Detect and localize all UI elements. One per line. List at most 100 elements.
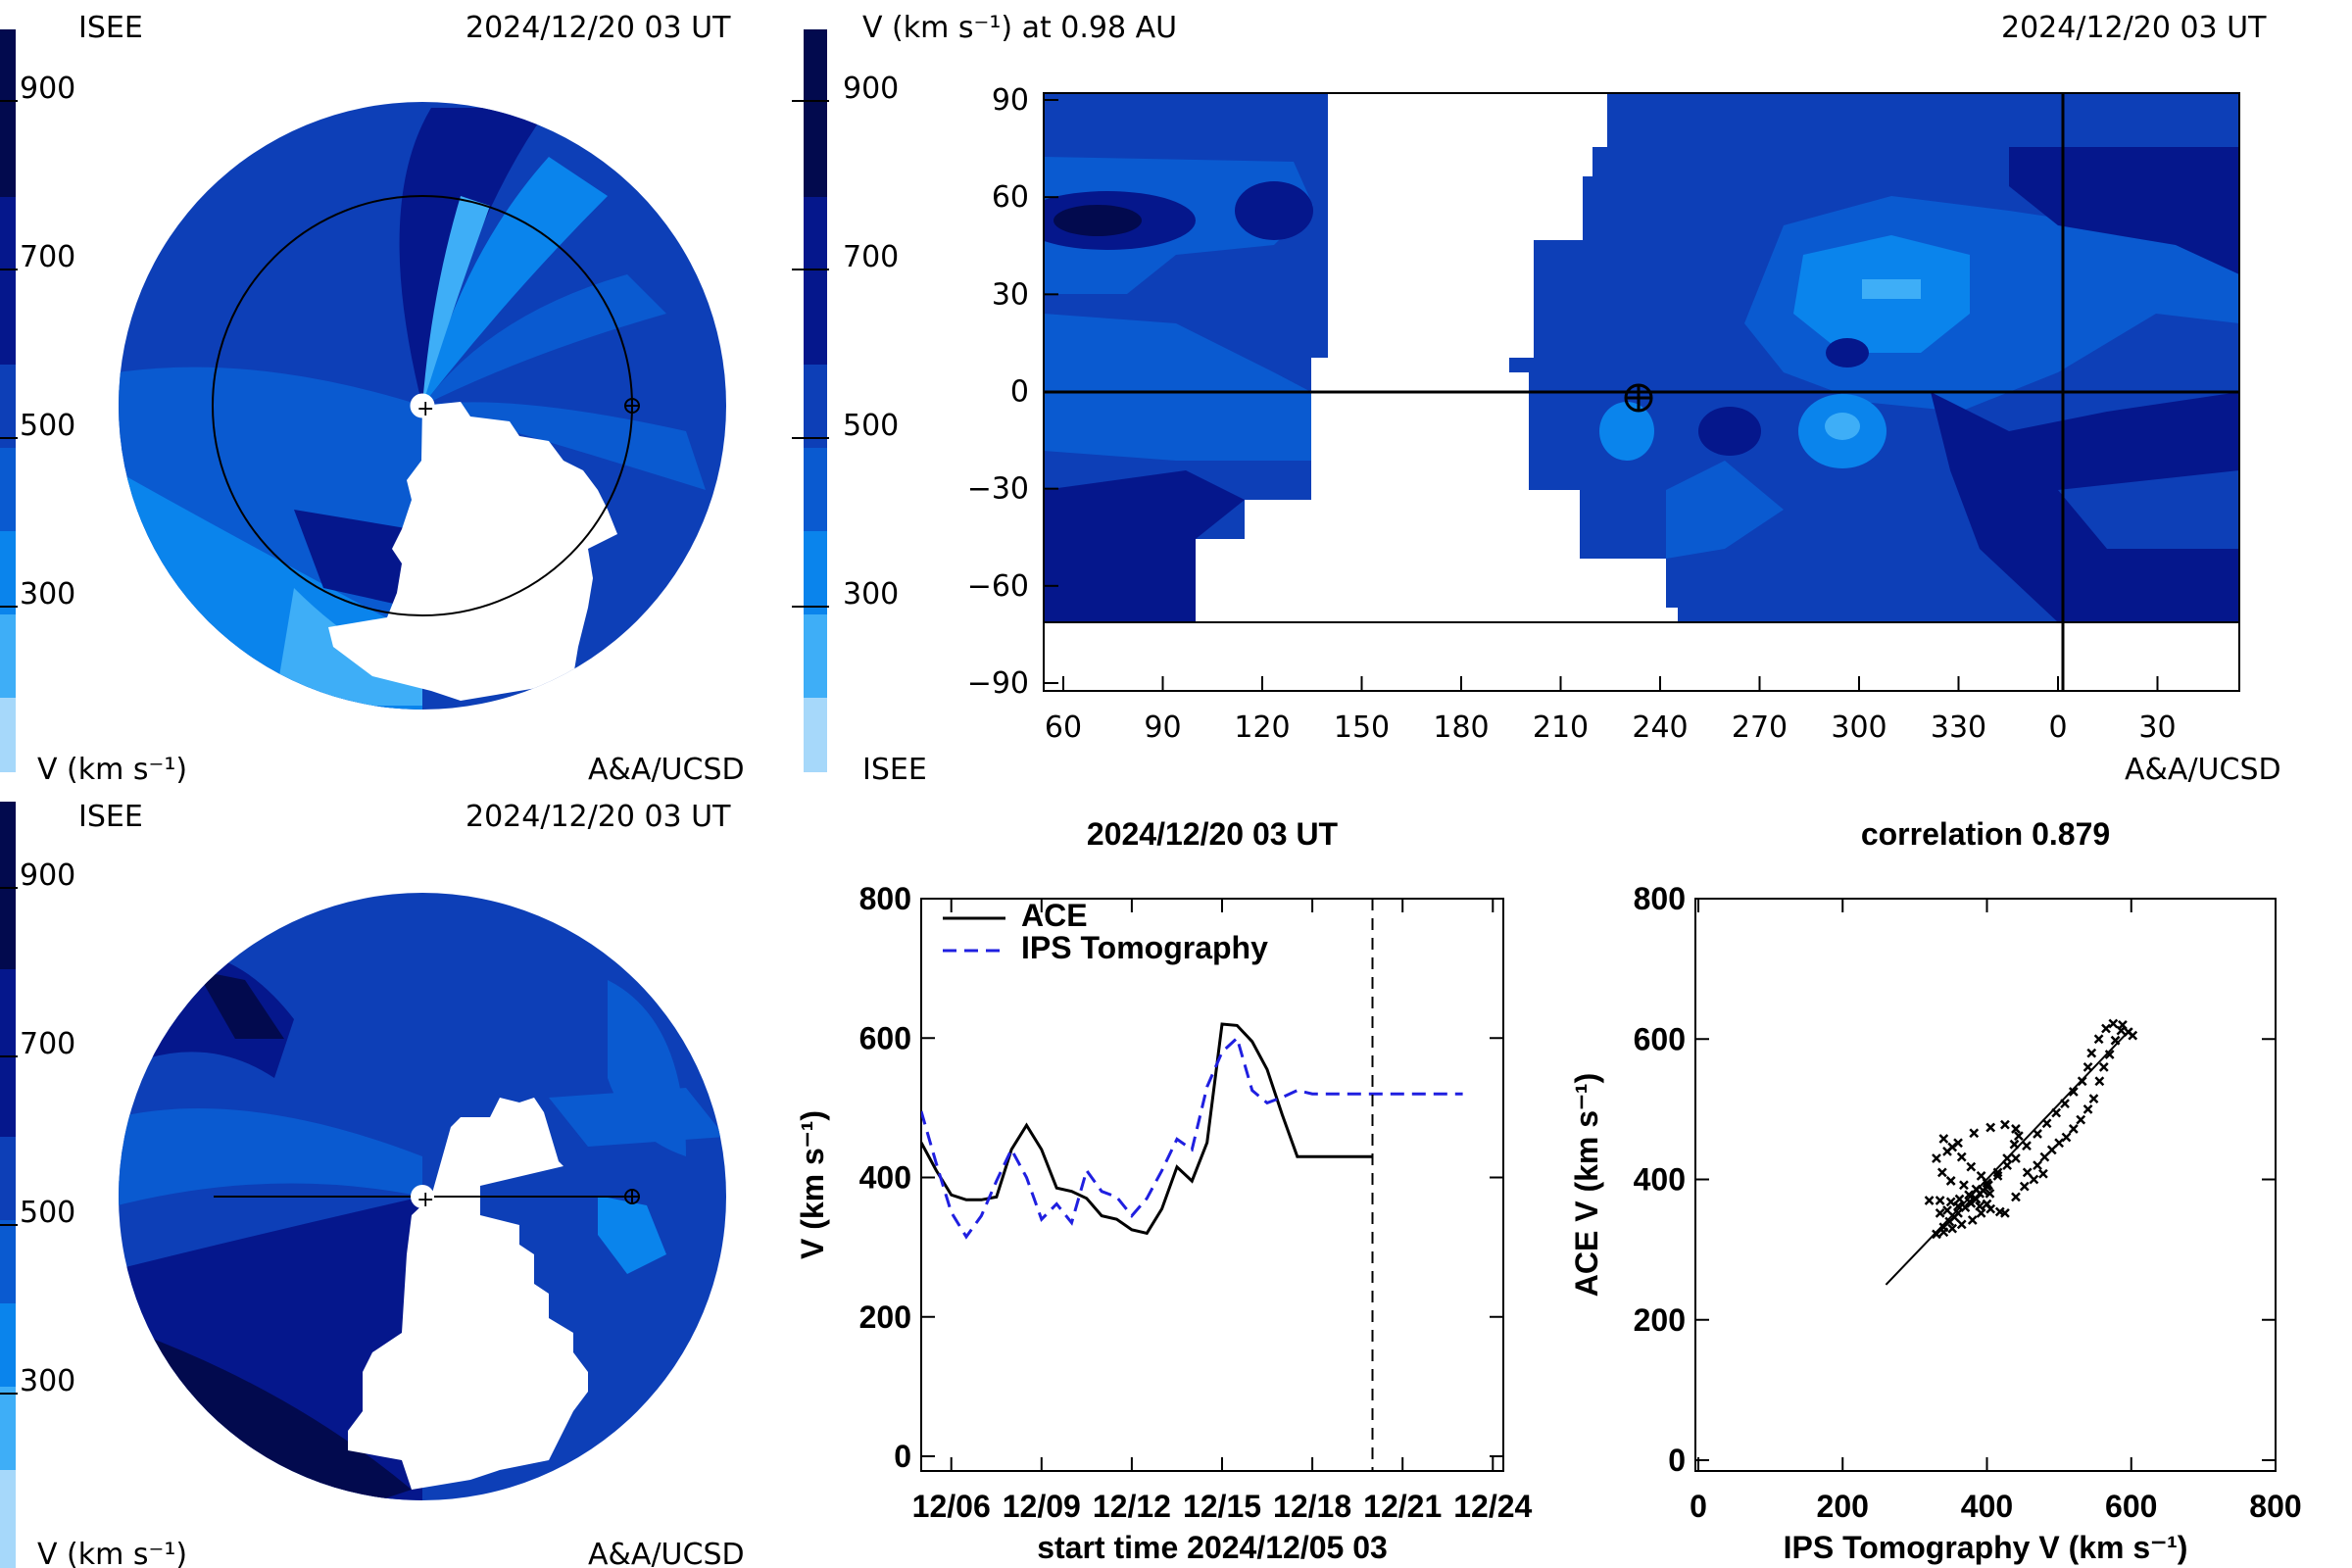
scatter-point [2082, 1062, 2093, 1072]
scatter-point [2128, 1030, 2138, 1041]
scatter-point [2077, 1076, 2087, 1087]
scatter-point [1942, 1205, 1952, 1215]
scatter-point [2011, 1124, 2021, 1134]
org-label: ISEE [862, 753, 927, 787]
legend-label-ips: IPS Tomography [1021, 930, 1268, 965]
colorbar-label: V (km s⁻¹) [37, 753, 187, 787]
y-tick-label: 200 [859, 1299, 911, 1335]
series-ace-line [921, 1022, 1373, 1236]
y-tick-label: 200 [1634, 1302, 1686, 1338]
scatter-point [2098, 1062, 2109, 1072]
scatter-point [1932, 1153, 1941, 1163]
y-tick-label: 600 [859, 1020, 911, 1055]
scatter-point [1953, 1138, 1963, 1149]
scatter-point [1975, 1200, 1985, 1211]
scatter-point [2009, 1139, 2020, 1150]
colorbar-tick: 900 [20, 858, 75, 893]
scatter-point [2060, 1099, 2070, 1109]
scatter-point [2041, 1118, 2052, 1129]
colorbar-tick: 300 [20, 577, 75, 612]
colorbar-tick: 700 [843, 240, 899, 274]
scatter-point [2093, 1034, 2104, 1045]
org-label: ISEE [78, 800, 143, 834]
earth-marker [624, 398, 640, 414]
colorbar-tick: 300 [843, 577, 899, 612]
x-tick-label: 12/09 [1003, 1489, 1081, 1524]
x-tick-label: 12/21 [1363, 1489, 1442, 1524]
synoptic-map [1044, 93, 2239, 622]
sun-marker-plus: + [416, 1188, 434, 1212]
panel-top-right: 900 700 500 300 V (km s⁻¹) at 0.98 AU 20… [792, 11, 2281, 787]
x-tick-label: 210 [1533, 710, 1589, 745]
sun-marker [411, 1185, 434, 1208]
scatter-point [1953, 1200, 1963, 1211]
scatter-point [2014, 1131, 2024, 1141]
y-tick-label: 400 [1634, 1162, 1686, 1198]
panel-top-left: 900 700 500 300 ISEE 2024/12/20 03 UT V … [0, 11, 745, 787]
scatter-point [1942, 1146, 1952, 1156]
x-tick-label: 0 [1690, 1489, 1707, 1524]
scatter-point [2039, 1152, 2050, 1162]
scatter-point [2046, 1145, 2057, 1155]
scatter-point [2002, 1160, 2012, 1171]
y-tick-label: 400 [859, 1160, 911, 1196]
colorbar-tick: 900 [843, 72, 899, 106]
credit-label: A&A/UCSD [588, 1538, 745, 1568]
sun-marker-plus: + [416, 397, 434, 421]
org-label: ISEE [78, 11, 143, 45]
y-tick-label: 800 [859, 881, 911, 916]
colorbar-tick: 700 [20, 240, 75, 274]
plot-frame [920, 898, 1504, 1472]
scatter-point [2051, 1107, 2062, 1118]
scatter-point [1976, 1171, 1986, 1181]
scatter-point [2082, 1103, 2093, 1114]
x-tick-label: 150 [1334, 710, 1390, 745]
colorbar-tick: 500 [20, 409, 75, 443]
scatter-point [2101, 1023, 2111, 1034]
scatter-point [2104, 1050, 2115, 1059]
y-tick-label: 0 [894, 1439, 911, 1474]
y-tick-label: −90 [967, 666, 1029, 701]
x-tick-label: 60 [1045, 710, 1082, 745]
scatter-point [2110, 1035, 2121, 1046]
scatter-point [2000, 1207, 2010, 1218]
colorbar-tick: 900 [20, 72, 75, 106]
colorbar-top-right: 900 700 500 300 [792, 29, 899, 772]
x-tick-label: 270 [1732, 710, 1788, 745]
y-tick-label: 60 [992, 180, 1029, 215]
scatter-point [2002, 1153, 2012, 1163]
scatter-point [1976, 1207, 1986, 1218]
scatter-point [1982, 1199, 1992, 1209]
x-axis-label: start time 2024/12/05 03 [1037, 1530, 1388, 1565]
scatter-point [1969, 1128, 1980, 1139]
scatter-chart: correlation 0.879 0 200 400 600 800 0 200 400 60… [1569, 816, 2302, 1565]
scatter-points [1924, 1018, 2138, 1240]
x-axis-longitude: 60 90 120 150 180 210 240 270 300 330 0 30 [1045, 676, 2177, 745]
scatter-point [1938, 1222, 1949, 1233]
timestamp: 2024/12/20 03 UT [466, 800, 731, 834]
y-axis-label: ACE V (km s⁻¹) [1569, 1073, 1604, 1297]
colorbar-tick: 300 [20, 1364, 75, 1398]
colorbar-label: V (km s⁻¹) [37, 1538, 187, 1568]
line-chart-axes: 0 200 400 600 800 12/06 12/09 12/12 12/15 12/18 12… [859, 881, 1533, 1524]
y-tick-label: 0 [1010, 375, 1029, 410]
scatter-point [1932, 1229, 1941, 1240]
x-tick-label: 12/12 [1093, 1489, 1171, 1524]
scatter-point [2068, 1087, 2079, 1097]
x-tick-label: 180 [1433, 710, 1489, 745]
scatter-point [1936, 1167, 1947, 1178]
x-tick-label: 90 [1144, 710, 1181, 745]
chart-title: 2024/12/20 03 UT [1087, 816, 1339, 852]
scatter-point [1938, 1134, 1949, 1144]
timestamp: 2024/12/20 03 UT [466, 11, 731, 45]
scatter-point [2019, 1181, 2030, 1192]
x-tick-label: 12/15 [1183, 1489, 1261, 1524]
scatter-point [1945, 1197, 1956, 1207]
earth-marker [624, 1189, 640, 1204]
x-tick-label: 600 [2105, 1489, 2157, 1524]
y-axis-latitude: 90 60 30 0 −30 −60 −90 [967, 83, 1058, 701]
scatter-point [2038, 1168, 2048, 1179]
x-tick-label: 330 [1931, 710, 1986, 745]
earth-marker [1624, 383, 1653, 413]
